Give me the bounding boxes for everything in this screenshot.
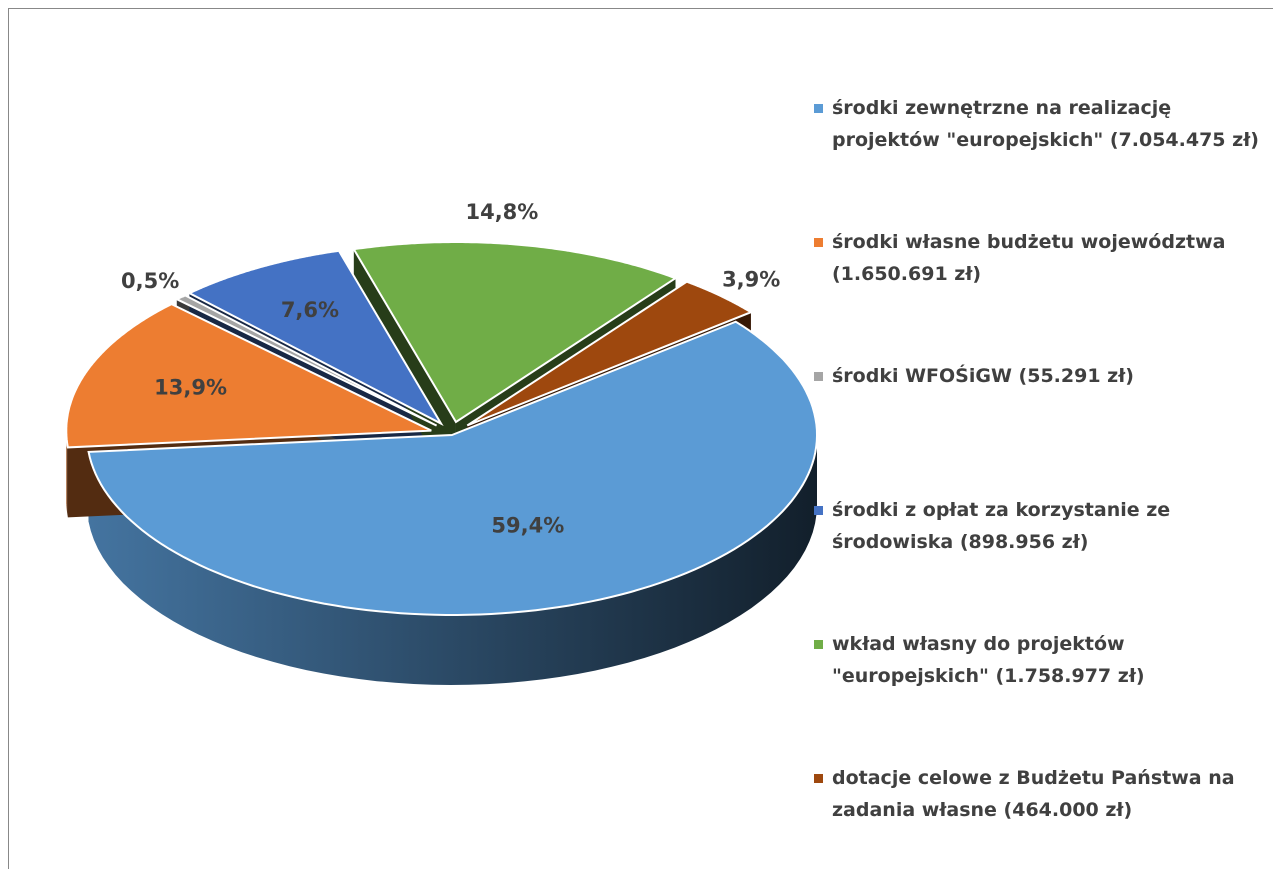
slice xyxy=(187,249,444,427)
legend-item: środki WFOŚiGW (55.291 zł) xyxy=(812,360,1262,494)
legend-label: wkład własny do projektów "europejskich"… xyxy=(832,633,1145,687)
slice xyxy=(87,320,819,616)
data-label: 7,6% xyxy=(281,298,339,322)
data-label: 13,9% xyxy=(154,375,227,399)
legend-item: środki zewnętrzne na realizację projektó… xyxy=(812,92,1262,226)
data-label: 0,5% xyxy=(121,269,179,293)
legend-label: dotacje celowe z Budżetu Państwa na zada… xyxy=(832,767,1235,821)
legend-swatch xyxy=(814,506,823,515)
legend-swatch xyxy=(814,104,823,113)
slice xyxy=(352,241,678,424)
legend-label: środki z opłat za korzystanie ze środowi… xyxy=(832,499,1171,553)
slice xyxy=(65,302,432,449)
legend-label: środki zewnętrzne na realizację projektó… xyxy=(832,97,1259,151)
data-label: 14,8% xyxy=(465,200,538,224)
legend: środki zewnętrzne na realizację projektó… xyxy=(812,92,1262,869)
legend-label: środki WFOŚiGW (55.291 zł) xyxy=(832,365,1134,387)
legend-swatch xyxy=(814,640,823,649)
legend-swatch xyxy=(814,372,823,381)
legend-swatch xyxy=(814,774,823,783)
legend-swatch xyxy=(814,238,823,247)
legend-item: dotacje celowe z Budżetu Państwa na zada… xyxy=(812,762,1262,869)
slice-side xyxy=(66,430,68,518)
legend-label: środki własne budżetu województwa (1.650… xyxy=(832,231,1226,285)
data-label: 3,9% xyxy=(722,267,780,291)
legend-item: wkład własny do projektów "europejskich"… xyxy=(812,628,1262,762)
slice-side xyxy=(88,435,818,685)
legend-item: środki własne budżetu województwa (1.650… xyxy=(812,226,1262,360)
data-label: 59,4% xyxy=(491,514,564,538)
frame xyxy=(8,8,1273,869)
slice xyxy=(466,280,753,427)
legend-item: środki z opłat za korzystanie ze środowi… xyxy=(812,494,1262,628)
slice xyxy=(175,293,438,427)
